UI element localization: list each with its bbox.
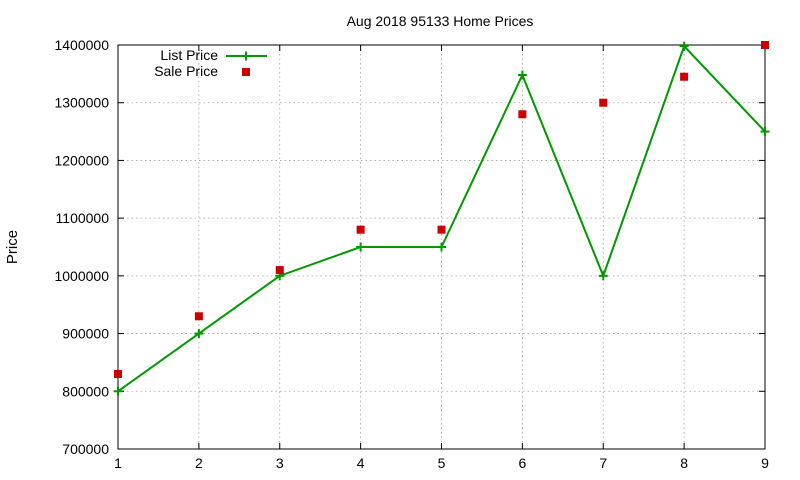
data-point-sale-price	[680, 72, 689, 81]
y-tick-label: 1400000	[54, 37, 109, 53]
data-point-list-price	[437, 242, 446, 252]
legend-marker-list-price	[241, 51, 251, 61]
legend-marker-sale-price	[242, 68, 250, 76]
x-tick-label: 9	[761, 455, 769, 471]
chart-title: Aug 2018 95133 Home Prices	[347, 13, 534, 29]
data-point-sale-price	[194, 312, 203, 321]
data-series	[113, 41, 770, 396]
y-tick-label: 1000000	[54, 268, 109, 284]
x-tick-label: 6	[518, 455, 526, 471]
data-point-sale-price	[761, 41, 769, 49]
series-sale-price	[114, 41, 769, 378]
x-tick-label: 2	[195, 455, 203, 471]
x-tick-label: 5	[438, 455, 446, 471]
series-list-price	[113, 41, 770, 396]
x-tick-label: 3	[276, 455, 284, 471]
data-point-sale-price	[599, 98, 608, 107]
data-point-sale-price	[275, 266, 284, 275]
y-tick-label: 1300000	[54, 95, 109, 111]
x-tick-label: 8	[680, 455, 688, 471]
data-point-list-price	[760, 127, 770, 137]
y-axis-label: Price	[4, 230, 21, 264]
data-point-list-price	[194, 329, 204, 339]
data-point-sale-price	[114, 369, 122, 378]
y-tick-label: 900000	[62, 326, 109, 342]
legend-label-sale-price: Sale Price	[154, 63, 218, 79]
y-tick-label: 1100000	[56, 210, 110, 226]
series-line-list-price	[117, 44, 766, 393]
data-point-list-price	[113, 386, 123, 396]
legend-square-marker	[242, 68, 250, 76]
data-point-list-price	[598, 271, 608, 281]
data-point-list-price	[517, 70, 527, 80]
data-point-list-price	[356, 242, 366, 252]
x-tick-label: 4	[357, 455, 365, 471]
y-tick-label: 700000	[62, 441, 109, 457]
data-point-list-price	[679, 41, 689, 51]
legend-plus-marker	[241, 51, 251, 61]
data-point-sale-price	[518, 110, 527, 119]
legend: List Price Sale Price	[154, 47, 267, 79]
y-tick-label: 1200000	[54, 152, 109, 168]
data-point-sale-price	[437, 225, 446, 234]
y-tick-label: 800000	[62, 383, 109, 399]
axis-ticks: 1 2 3 4 5 6 7 8 9 700000 800000 900000 1000000 110000…	[54, 37, 769, 471]
legend-label-list-price: List Price	[160, 47, 218, 63]
x-tick-label: 7	[599, 455, 607, 471]
x-tick-label: 1	[114, 455, 122, 471]
data-point-sale-price	[356, 225, 365, 234]
